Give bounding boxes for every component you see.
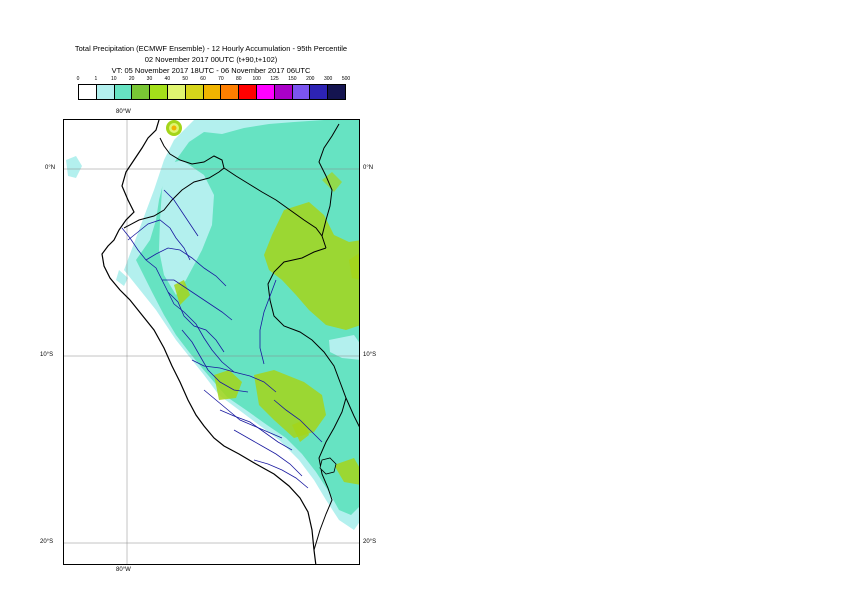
lake-titicaca [319,457,337,475]
legend-swatch [167,85,186,99]
legend-tick-label: 100 [252,76,261,82]
legend-swatch [292,85,311,99]
legend-tick-label: 200 [306,76,315,82]
lat-label-0n-left: 0°N [45,165,56,171]
legend-swatch [310,85,329,99]
precip-green-east-mid [254,370,326,438]
map-frame [63,119,360,565]
legend-swatch [114,85,133,99]
legend-swatch [79,85,97,99]
legend-swatch [132,85,151,99]
coastline [101,120,317,564]
legend-swatch [203,85,222,99]
lon-label-bottom: 80°W [116,567,131,573]
legend-tick-label: 1 [94,76,98,82]
legend-tick-label: 80 [236,76,242,82]
lat-label-10s-left: 10°S [40,352,54,358]
border-peru-bolivia [313,397,347,551]
border-ecuador-peru [123,137,225,229]
legend-tick-label: 10 [110,76,117,82]
legend-tick-label: 70 [218,76,224,82]
precip-green-mid-right [349,253,359,280]
precip-light-coast-blob [66,156,82,178]
lon-label-top: 80°W [116,109,131,115]
legend-swatch [239,85,257,99]
legend-swatch [150,85,168,99]
border-colombia-brazil [318,123,340,237]
legend-swatch [328,85,345,99]
lat-label-0n-right: 0°N [363,165,374,171]
legend-swatch [221,85,240,99]
legend-tick-label: 30 [146,76,153,82]
legend-swatch [274,85,293,99]
border-peru-brazil [267,247,359,428]
title-line-3: VT: 05 November 2017 18UTC - 06 November… [111,66,311,75]
precip-light-channel [159,160,214,295]
regional-borders [121,189,323,489]
legend-tick-label: 60 [200,76,206,82]
precip-green-north-blob [322,172,342,192]
lat-label-10s-right: 10°S [363,352,377,358]
legend-tick-label: 40 [164,76,171,82]
precip-orange-hotspot [171,125,177,131]
legend-tick-label: 500 [341,76,351,82]
precip-green-west-mid [214,370,242,400]
precip-light-east-patch [329,335,359,360]
precip-green-far-south [334,458,359,485]
legend-colorbar [78,84,346,100]
precip-green-ne [264,202,359,330]
legend-tick-label: 300 [323,76,333,82]
border-colombia-peru [223,167,327,249]
lat-label-20s-left: 20°S [40,539,54,545]
legend-tick-label: 125 [270,76,279,82]
precipitation-map [64,120,359,564]
precip-light-sw-blob [116,270,128,286]
title-line-1: Total Precipitation (ECMWF Ensemble) - 1… [74,44,348,53]
legend-tick-label: 150 [288,76,297,82]
precip-green-south [292,420,309,442]
legend-tick-label: 20 [128,76,135,82]
title-line-2: 02 November 2017 00UTC (t+90,t+102) [144,55,278,64]
legend-tick-label: 0 [76,76,80,82]
legend-swatch [256,85,275,99]
legend-swatch [96,85,115,99]
legend-swatch [185,85,204,99]
lat-label-20s-right: 20°S [363,539,377,545]
precip-green-center [174,280,190,305]
legend-tick-label: 50 [182,76,188,82]
